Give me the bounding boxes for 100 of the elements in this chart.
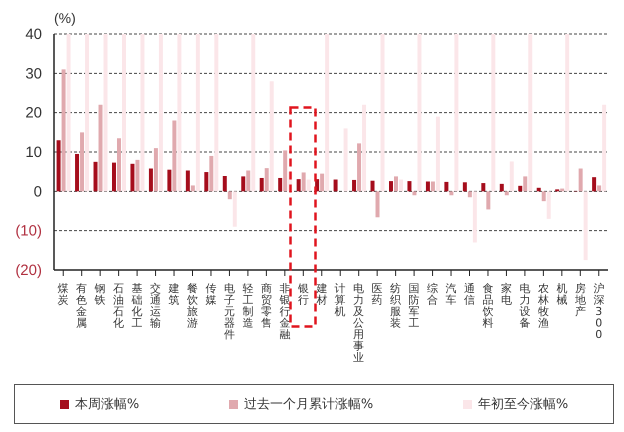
bar	[325, 34, 330, 192]
bar	[214, 34, 218, 192]
bar	[209, 156, 214, 192]
bar	[167, 170, 172, 192]
bar	[75, 154, 80, 192]
bar	[417, 34, 422, 192]
x-tick-label: 纺织服装	[390, 282, 402, 330]
bar	[412, 191, 416, 196]
bar	[430, 182, 435, 192]
bar	[122, 34, 126, 192]
x-tick-label: 非银行金融	[278, 282, 290, 341]
bar	[468, 191, 472, 198]
bar	[370, 180, 375, 192]
x-tick-label: 钢铁	[94, 282, 106, 306]
x-tick-label: 机械	[556, 282, 568, 306]
bar	[454, 34, 458, 192]
x-tick-label: 计算机	[334, 282, 346, 318]
bar	[186, 170, 190, 192]
bar	[283, 150, 288, 192]
bar	[510, 161, 514, 192]
y-tick-label: (20)	[15, 262, 42, 279]
y-tick-label: 40	[25, 26, 42, 43]
bar	[504, 191, 509, 196]
bar	[380, 34, 385, 192]
bar	[98, 104, 103, 192]
bar	[302, 172, 306, 192]
bar	[85, 34, 90, 192]
bar	[80, 132, 84, 192]
x-tick-label: 医药	[372, 282, 383, 306]
x-tick-label: 建筑	[168, 282, 180, 306]
bar	[154, 148, 158, 192]
x-tick-label: 电子元器件	[224, 282, 235, 341]
x-tick-label: 交通运输	[150, 282, 162, 330]
bar	[158, 34, 163, 192]
x-tick-label: 煤炭	[58, 282, 69, 306]
bar	[228, 191, 232, 200]
x-tick-label: 通信	[464, 282, 475, 306]
bar	[449, 191, 454, 196]
y-tick-label: 0	[34, 183, 42, 200]
bar	[278, 178, 282, 192]
y-tick-label: 30	[25, 65, 42, 82]
bar	[426, 182, 430, 192]
x-tick-label: 房地产	[574, 282, 586, 318]
legend-label: 年初至今涨幅%	[478, 396, 568, 413]
bar	[523, 176, 528, 192]
bar	[542, 191, 546, 202]
x-tick-label: 基础化工	[130, 282, 143, 330]
bar	[528, 34, 532, 192]
bar	[357, 143, 362, 192]
x-tick-label: 石油石化	[113, 282, 124, 330]
bar	[264, 168, 269, 192]
bar	[546, 191, 551, 219]
x-tick-label: 餐饮旅游	[186, 282, 198, 330]
bar	[260, 178, 264, 192]
bar	[472, 191, 477, 242]
legend-label: 过去一个月累计涨幅%	[244, 396, 374, 413]
x-tick-label: 电力设备	[519, 282, 530, 330]
bar	[62, 69, 66, 192]
bar	[246, 170, 250, 192]
x-tick-label: 国防军工	[408, 282, 420, 330]
bar	[491, 34, 496, 192]
legend-label: 本周涨幅%	[74, 396, 140, 413]
bar	[222, 176, 227, 192]
y-tick-label: 10	[25, 144, 42, 161]
bar	[190, 185, 195, 192]
bar	[486, 191, 490, 210]
bar	[232, 191, 237, 227]
bar	[66, 34, 71, 192]
bar	[56, 140, 61, 192]
x-tick-label: 轻工制造	[242, 282, 254, 330]
bar	[597, 185, 602, 192]
bar	[130, 164, 134, 192]
x-tick-label: 商贸零售	[260, 282, 272, 330]
bar	[241, 176, 246, 192]
bar	[394, 176, 398, 192]
bar	[602, 104, 606, 192]
x-tick-label: 传媒	[205, 282, 216, 306]
bar	[172, 120, 176, 192]
bar	[334, 180, 338, 192]
bar	[270, 81, 274, 192]
bar	[592, 177, 596, 192]
y-axis-title: (%)	[54, 10, 76, 26]
bar	[578, 168, 583, 192]
bar	[362, 104, 366, 192]
bar	[94, 162, 98, 192]
x-tick-label: 农林牧渔	[536, 282, 549, 330]
bar	[112, 162, 116, 192]
bar	[177, 34, 182, 192]
x-tick-label: 家电	[500, 282, 512, 306]
x-tick-label: 有色金属	[76, 282, 88, 330]
bar	[407, 181, 412, 192]
x-tick-label: 沪深300	[593, 282, 604, 341]
bar	[135, 160, 140, 192]
bar	[148, 168, 153, 192]
x-tick-label: 综合	[427, 282, 438, 306]
bar	[344, 128, 348, 192]
bar	[436, 116, 440, 192]
bar	[376, 191, 380, 218]
bar	[204, 172, 208, 192]
x-tick-label: 食品饮料	[481, 282, 494, 330]
